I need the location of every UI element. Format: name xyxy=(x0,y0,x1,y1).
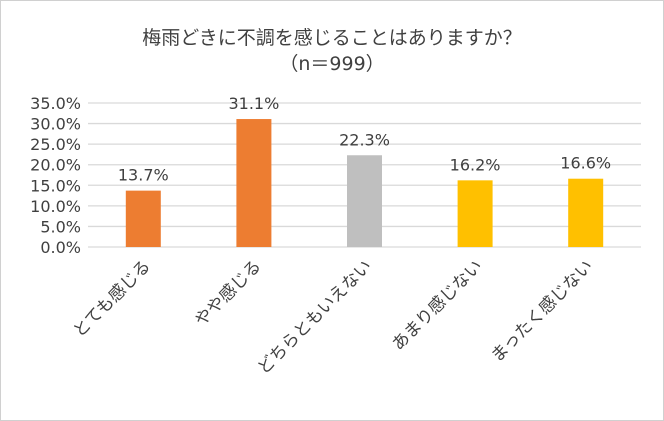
x-tick-label: あまり感じない xyxy=(388,256,486,354)
y-tick-label: 0.0% xyxy=(40,238,81,257)
data-label: 13.7% xyxy=(118,166,169,185)
data-label: 22.3% xyxy=(339,130,390,149)
y-tick-label: 20.0% xyxy=(30,156,81,175)
x-tick-label: とても感じる xyxy=(70,256,155,341)
bar xyxy=(125,190,161,247)
bar xyxy=(347,155,382,247)
y-tick-label: 15.0% xyxy=(30,176,81,195)
x-tick-label: まったく感じない xyxy=(487,256,597,366)
data-label: 16.6% xyxy=(560,154,611,173)
bar xyxy=(236,119,272,247)
y-tick-label: 30.0% xyxy=(30,115,81,134)
chart-title: 梅雨どきに不調を感じることはありますか？ xyxy=(142,27,522,49)
bar xyxy=(457,180,493,247)
x-tick-label: どちらともいえない xyxy=(254,256,376,378)
x-tick-label: やや感じる xyxy=(191,256,265,330)
y-tick-label: 5.0% xyxy=(40,217,81,236)
data-label: 31.1% xyxy=(228,94,279,113)
y-tick-label: 35.0% xyxy=(30,94,81,113)
bar xyxy=(568,178,604,247)
chart-subtitle: （n＝999） xyxy=(279,53,385,75)
y-tick-label: 10.0% xyxy=(30,197,81,216)
y-tick-label: 25.0% xyxy=(30,135,81,154)
data-label: 16.2% xyxy=(450,155,501,174)
